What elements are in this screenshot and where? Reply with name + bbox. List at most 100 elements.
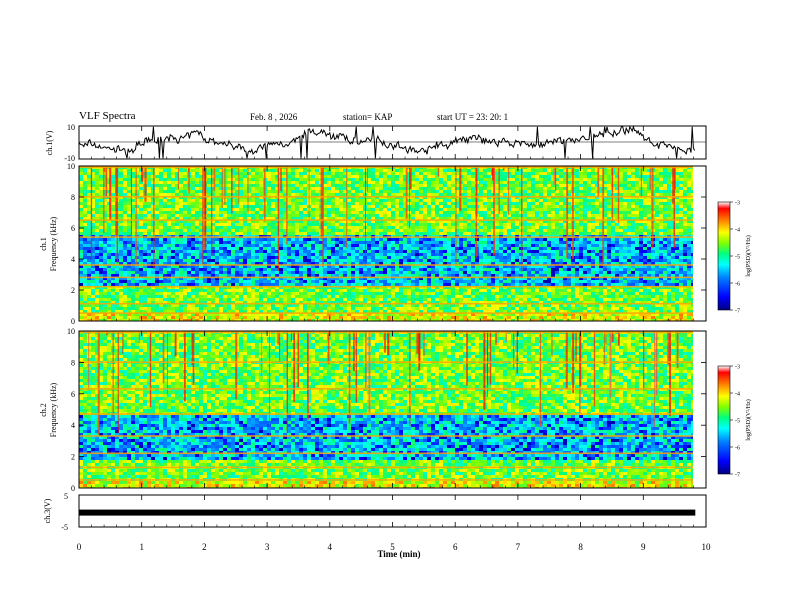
spectrogram-cell xyxy=(583,187,587,190)
spectrogram-cell xyxy=(383,208,387,211)
spectrogram-cell xyxy=(159,178,163,181)
spectrogram-cell xyxy=(367,205,371,208)
spectrogram-cell xyxy=(439,181,443,184)
spectrogram-cell xyxy=(535,226,539,229)
spectrogram-cell xyxy=(447,232,451,235)
spectrogram-cell xyxy=(335,241,339,244)
spectrogram-cell xyxy=(695,178,699,181)
spectrogram-cell xyxy=(259,253,263,256)
spectrogram-cell xyxy=(135,238,139,241)
spectrogram-cell xyxy=(659,250,663,253)
spectrogram-cell xyxy=(443,184,447,187)
spectrogram-cell xyxy=(523,247,527,250)
spectrogram-cell xyxy=(187,193,191,196)
spectrogram-cell xyxy=(563,187,567,190)
spectrogram-cell xyxy=(423,226,427,229)
spectrogram-cell xyxy=(91,226,95,229)
spectrogram-cell xyxy=(367,232,371,235)
spectrogram-cell xyxy=(643,181,647,184)
spectrogram-cell xyxy=(227,229,231,232)
spectrogram-cell xyxy=(415,172,419,175)
spectrogram-cell xyxy=(247,193,251,196)
spectrogram-cell xyxy=(691,223,693,226)
spectrogram-cell xyxy=(399,211,403,214)
spectrogram-cell xyxy=(547,232,551,235)
spectrogram-cell xyxy=(291,190,295,193)
spectrogram-cell xyxy=(351,238,355,241)
spectrogram-cell xyxy=(631,214,635,217)
spectrogram-cell xyxy=(191,217,195,220)
spectrogram-cell xyxy=(555,172,559,175)
spectrogram-cell xyxy=(251,250,255,253)
spectrogram-cell xyxy=(139,181,143,184)
spectrogram-cell xyxy=(531,187,535,190)
spectrogram-cell xyxy=(615,238,619,241)
spectrogram-cell xyxy=(243,181,247,184)
spectrogram-cell xyxy=(471,250,475,253)
spectrogram-cell xyxy=(295,202,299,205)
spectrogram-cell xyxy=(443,226,447,229)
spectrogram-cell xyxy=(91,217,95,220)
spectrogram-cell xyxy=(635,187,639,190)
spectrogram-cell xyxy=(131,187,135,190)
spectrogram-cell xyxy=(679,175,683,178)
spectrogram-cell xyxy=(255,220,259,223)
spectrogram-cell xyxy=(539,259,543,262)
spectrogram-cell xyxy=(387,220,391,223)
spectrogram-cell xyxy=(395,208,399,211)
spectrogram-cell xyxy=(167,226,171,229)
spectrogram-cell xyxy=(463,256,467,259)
spectrogram-cell xyxy=(523,190,527,193)
spectrogram-cell xyxy=(307,256,311,259)
spectrogram-cell xyxy=(619,238,623,241)
spectrogram-cell xyxy=(543,205,547,208)
spectrogram-cell xyxy=(567,250,571,253)
spectrogram-cell xyxy=(179,187,183,190)
spectrogram-cell xyxy=(295,211,299,214)
spectrogram-cell xyxy=(267,229,271,232)
spectrogram-cell xyxy=(311,253,315,256)
spectrogram-cell xyxy=(447,202,451,205)
spectrogram-cell xyxy=(587,205,591,208)
spectrogram-cell xyxy=(559,178,563,181)
spectrogram-cell xyxy=(123,187,127,190)
spectrogram-cell xyxy=(135,205,139,208)
spectrogram-cell xyxy=(411,172,415,175)
spectrogram-cell xyxy=(667,223,671,226)
spectrogram-cell xyxy=(327,208,331,211)
spectrogram-cell xyxy=(463,247,467,250)
spectrogram-cell xyxy=(523,184,527,187)
spectrogram-cell xyxy=(87,214,91,217)
spectrogram-cell xyxy=(591,229,595,232)
spectrogram-cell xyxy=(435,241,439,244)
spectrogram-cell xyxy=(627,226,631,229)
spectrogram-cell xyxy=(239,211,243,214)
spectrogram-cell xyxy=(131,172,135,175)
spectrogram-cell xyxy=(627,190,631,193)
spectrogram-cell xyxy=(91,232,95,235)
spectrogram-cell xyxy=(107,175,111,178)
spectrogram-cell xyxy=(123,238,127,241)
spectrogram-cell xyxy=(127,217,131,220)
spectrogram-cell xyxy=(463,211,467,214)
spectrogram-cell xyxy=(479,229,483,232)
spectrogram-cell xyxy=(487,220,491,223)
spectrogram-cell xyxy=(95,214,99,217)
spectrogram-cell xyxy=(171,244,175,247)
spectrogram-cell xyxy=(503,238,507,241)
spectrogram-cell xyxy=(503,253,507,256)
spectrogram-cell xyxy=(235,205,239,208)
spectrogram-cell xyxy=(155,181,159,184)
spectrogram-cell xyxy=(99,187,103,190)
spectrogram-cell xyxy=(659,229,663,232)
spectrogram-cell xyxy=(291,214,295,217)
spectrogram-cell xyxy=(215,184,219,187)
spectrogram-cell xyxy=(239,238,243,241)
spectrogram-cell xyxy=(135,229,139,232)
spectrogram-cell xyxy=(147,181,151,184)
spectrogram-cell xyxy=(183,190,187,193)
spectrogram-cell xyxy=(315,211,319,214)
spectrogram-cell xyxy=(207,238,211,241)
spectrogram-cell xyxy=(607,169,611,172)
spectrogram-cell xyxy=(663,202,667,205)
